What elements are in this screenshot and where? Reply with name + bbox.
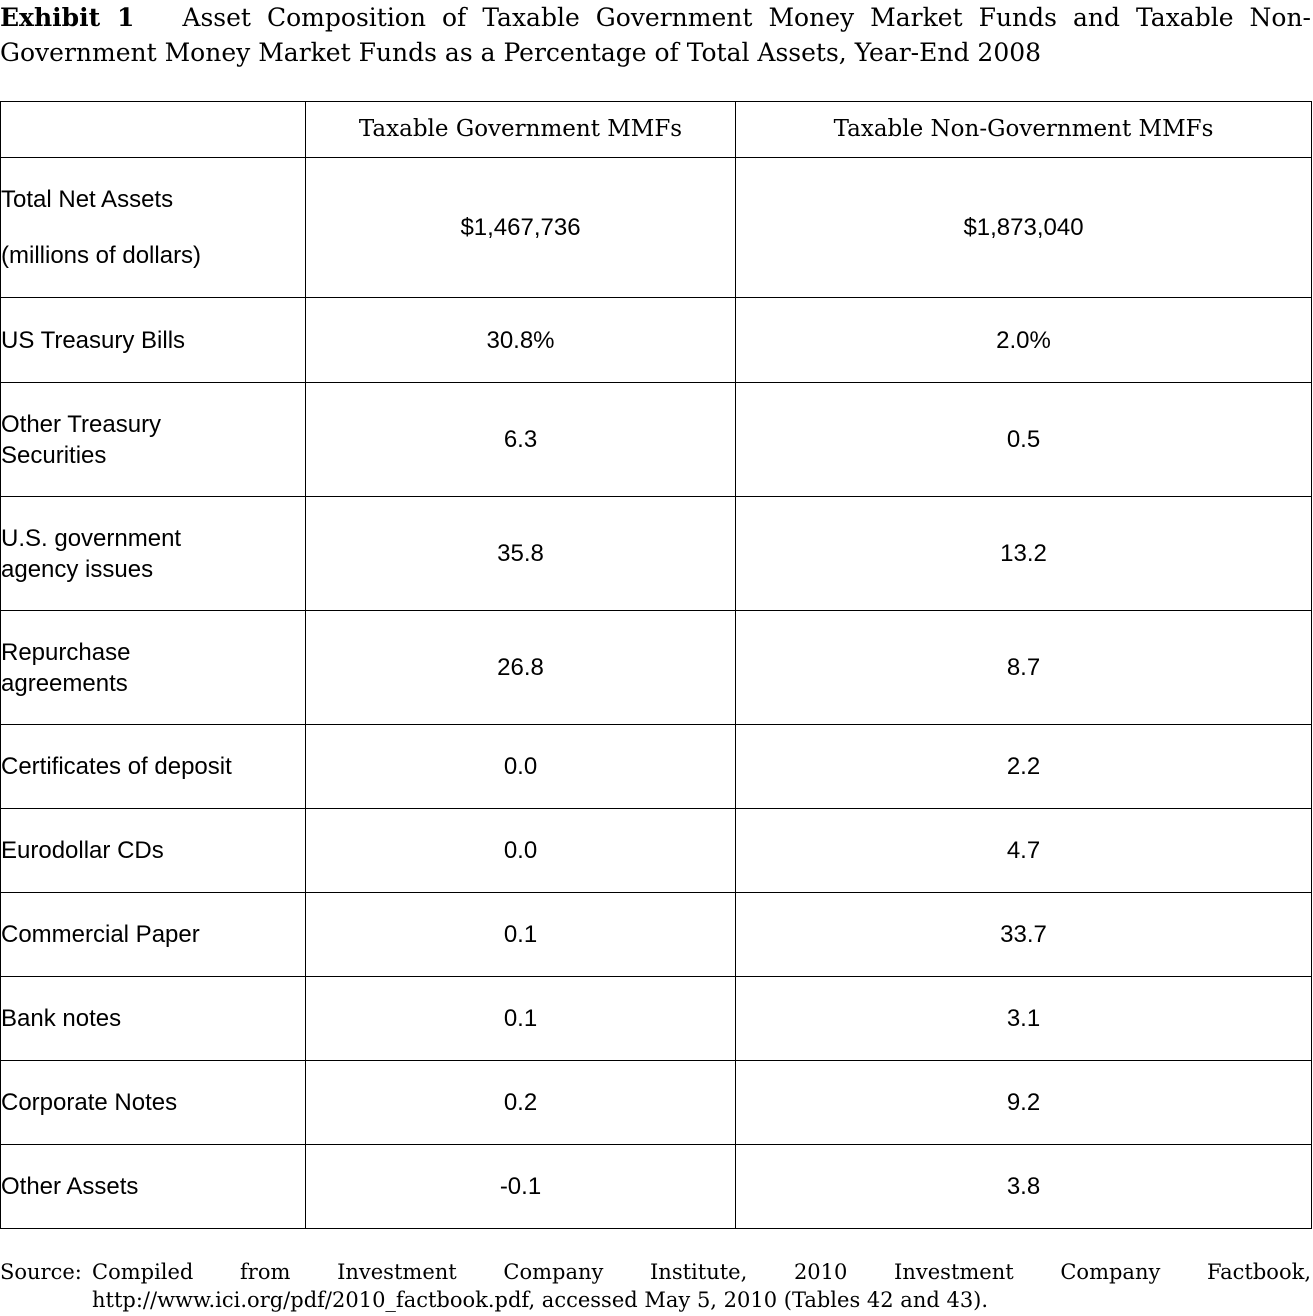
table-row: Other Treasury Securities 6.3 0.5: [0, 382, 1312, 497]
cell-nongov: $1,873,040: [735, 157, 1312, 298]
cell-nongov: 3.8: [735, 1144, 1312, 1229]
cell-nongov: 2.2: [735, 724, 1312, 809]
cell-gov: -0.1: [305, 1144, 736, 1229]
table-row: US Treasury Bills 30.8% 2.0%: [0, 297, 1312, 383]
row-label: Total Net Assets (millions of dollars): [0, 157, 306, 298]
table-row: Corporate Notes 0.2 9.2: [0, 1060, 1312, 1145]
row-label-text: Repurchase agreements: [1, 638, 131, 697]
row-label: US Treasury Bills: [0, 297, 306, 383]
table-row: Eurodollar CDs 0.0 4.7: [0, 808, 1312, 893]
row-label: U.S. government agency issues: [0, 496, 306, 611]
table-row: Certificates of deposit 0.0 2.2: [0, 724, 1312, 809]
exhibit-label: Exhibit 1: [0, 3, 135, 32]
cell-nongov: 33.7: [735, 892, 1312, 977]
table-row: Bank notes 0.1 3.1: [0, 976, 1312, 1061]
source-text: Compiled from Investment Company Institu…: [92, 1260, 1311, 1312]
cell-gov: 0.2: [305, 1060, 736, 1145]
row-label-text: Other Treasury Securities: [1, 410, 162, 469]
cell-gov: 0.1: [305, 892, 736, 977]
cell-nongov: 9.2: [735, 1060, 1312, 1145]
exhibit-title-text: Asset Composition of Taxable Government …: [0, 3, 1311, 67]
cell-gov: 0.1: [305, 976, 736, 1061]
table-row: Other Assets -0.1 3.8: [0, 1144, 1312, 1229]
exhibit-title: Exhibit 1 Asset Composition of Taxable G…: [0, 0, 1311, 70]
row-label-line1: Total Net Assets: [1, 186, 174, 213]
row-label: Bank notes: [0, 976, 306, 1061]
row-label: Other Treasury Securities: [0, 382, 306, 497]
cell-nongov: 4.7: [735, 808, 1312, 893]
cell-gov: 0.0: [305, 724, 736, 809]
table-row: Commercial Paper 0.1 33.7: [0, 892, 1312, 977]
row-label-text: U.S. government agency issues: [1, 524, 182, 583]
row-label: Repurchase agreements: [0, 610, 306, 725]
row-label: Other Assets: [0, 1144, 306, 1229]
cell-gov: 26.8: [305, 610, 736, 725]
cell-gov: 0.0: [305, 808, 736, 893]
cell-nongov: 8.7: [735, 610, 1312, 725]
header-row: Taxable Government MMFs Taxable Non-Gove…: [0, 101, 1312, 158]
table-row: Repurchase agreements 26.8 8.7: [0, 610, 1312, 725]
cell-nongov: 13.2: [735, 496, 1312, 611]
asset-composition-table: Taxable Government MMFs Taxable Non-Gove…: [0, 101, 1312, 1229]
row-label-line2: (millions of dollars): [1, 242, 202, 269]
cell-gov: 30.8%: [305, 297, 736, 383]
cell-gov: 35.8: [305, 496, 736, 611]
cell-gov: $1,467,736: [305, 157, 736, 298]
cell-gov: 6.3: [305, 382, 736, 497]
source-label: Source:: [0, 1260, 82, 1284]
table-row-total-net-assets: Total Net Assets (millions of dollars) $…: [0, 157, 1312, 298]
row-label: Eurodollar CDs: [0, 808, 306, 893]
cell-nongov: 2.0%: [735, 297, 1312, 383]
row-label: Certificates of deposit: [0, 724, 306, 809]
header-cell-empty: [0, 101, 306, 158]
cell-nongov: 3.1: [735, 976, 1312, 1061]
header-cell-nongov: Taxable Non-Government MMFs: [735, 101, 1312, 158]
row-label: Corporate Notes: [0, 1060, 306, 1145]
source-note: Source: Compiled from Investment Company…: [0, 1258, 1311, 1314]
cell-nongov: 0.5: [735, 382, 1312, 497]
table-row: U.S. government agency issues 35.8 13.2: [0, 496, 1312, 611]
header-cell-gov: Taxable Government MMFs: [305, 101, 736, 158]
row-label: Commercial Paper: [0, 892, 306, 977]
